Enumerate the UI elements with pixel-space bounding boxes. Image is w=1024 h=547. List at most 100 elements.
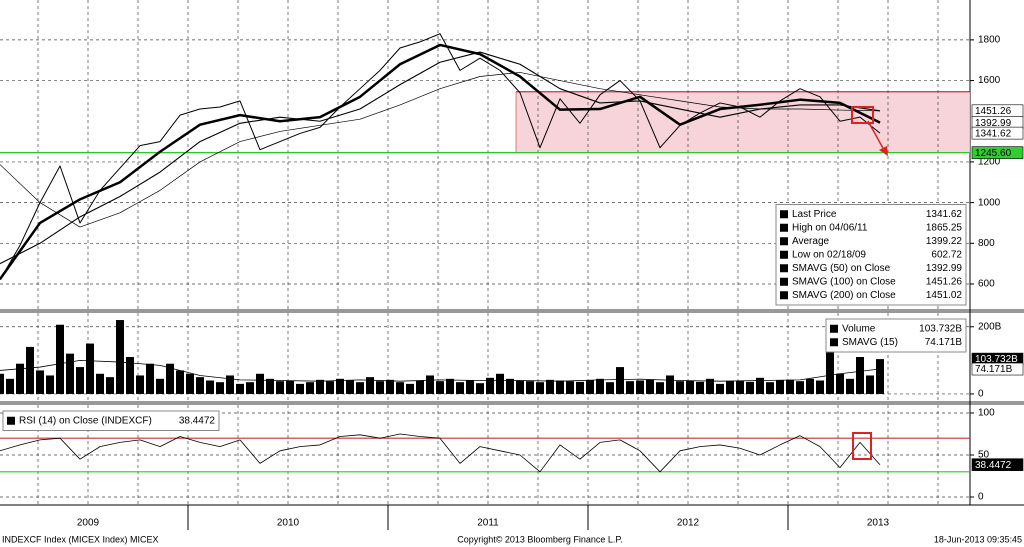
volume-bar — [596, 378, 604, 394]
volume-bar — [856, 357, 864, 394]
volume-bar — [316, 379, 324, 394]
volume-bar — [236, 383, 244, 394]
volume-bar — [166, 363, 174, 394]
volume-bar — [326, 381, 334, 394]
volume-bar — [126, 357, 134, 394]
legend-marker — [780, 210, 788, 219]
volume-bar — [396, 382, 404, 394]
y-tick-label: 1800 — [978, 35, 1001, 46]
y-tick-label: 1200 — [978, 157, 1001, 168]
legend-value: 1451.02 — [926, 290, 963, 301]
volume-bar — [686, 380, 694, 394]
volume-bar — [436, 381, 444, 394]
volume-bar — [106, 377, 114, 394]
volume-bar — [606, 382, 614, 394]
legend-box — [825, 318, 967, 353]
legend-marker — [780, 264, 788, 273]
legend-value: 103.732B — [919, 323, 962, 334]
y-tick-label: 100 — [978, 408, 995, 419]
volume-bar — [456, 382, 464, 394]
volume-bar — [866, 375, 874, 394]
legend-box — [775, 204, 967, 306]
volume-bar — [636, 380, 644, 394]
y-tick-label: 0 — [978, 389, 984, 400]
volume-bar — [746, 381, 754, 394]
volume-bar — [646, 379, 654, 394]
volume-bar — [246, 382, 254, 394]
legend-value: 1392.99 — [926, 263, 963, 274]
legend-marker — [780, 291, 788, 300]
panel-separator — [0, 401, 1024, 405]
axis-tag-label: 1341.62 — [975, 128, 1012, 139]
legend-label: RSI (14) on Close (INDEXCF) — [19, 415, 152, 426]
volume-bar — [366, 377, 374, 394]
volume-bar — [426, 375, 434, 394]
volume-bar — [216, 382, 224, 394]
volume-bar — [286, 380, 294, 394]
axis-tag — [971, 362, 1024, 376]
volume-bar — [556, 380, 564, 394]
volume-bar — [586, 380, 594, 394]
legend-marker — [830, 324, 838, 333]
volume-bar — [136, 375, 144, 394]
legend-value: 1451.26 — [926, 276, 963, 287]
y-tick-label: 600 — [978, 279, 995, 290]
volume-bar — [466, 380, 474, 394]
legend-label: Last Price — [792, 209, 837, 220]
legend-value: 1399.22 — [926, 236, 963, 247]
volume-bar — [816, 380, 824, 394]
y-tick-label: 1000 — [978, 197, 1001, 208]
volume-bar — [696, 381, 704, 394]
legend-marker — [780, 237, 788, 246]
x-tick-label: 2012 — [677, 518, 700, 529]
legend-label: Low on 02/18/09 — [792, 249, 866, 260]
volume-bar — [196, 377, 204, 394]
y-tick-label: 800 — [978, 238, 995, 249]
annotation-arrowhead — [879, 146, 888, 156]
footer-center: Copyright© 2013 Bloomberg Finance L.P. — [457, 534, 623, 544]
volume-bar — [256, 373, 264, 394]
legend-marker — [830, 338, 838, 347]
volume-bar — [156, 378, 164, 394]
volume-bar — [616, 367, 624, 394]
volume-bar — [506, 378, 514, 394]
legend-marker — [780, 223, 788, 232]
annotation-box — [852, 432, 872, 460]
legend-value: 1865.25 — [926, 222, 963, 233]
volume-bar — [176, 370, 184, 394]
volume-bar — [526, 381, 534, 394]
volume-bar — [306, 382, 314, 394]
volume-bar — [656, 382, 664, 394]
y-tick-label: 1600 — [978, 75, 1001, 86]
volume-bar — [26, 346, 34, 394]
volume-bar — [66, 353, 74, 394]
volume-bar — [536, 382, 544, 394]
volume-bar — [386, 379, 394, 394]
range-box — [516, 91, 970, 153]
axis-tag-label: 1451.26 — [975, 106, 1012, 117]
legend-box — [2, 410, 220, 431]
volume-bar — [566, 381, 574, 394]
legend-label: SMAVG (50) on Close — [792, 263, 891, 274]
plot-layer: 60080010001200160018001451.261392.991341… — [0, 0, 1024, 530]
y-tick-label: 50 — [978, 450, 990, 461]
volume-bar — [726, 381, 734, 394]
legend-label: SMAVG (15) — [842, 337, 898, 348]
volume-bar — [826, 343, 834, 394]
series-line — [0, 433, 881, 473]
footer-left: INDEXCF Index (MICEX Index) MICEX — [2, 534, 159, 544]
legend-label: High on 04/06/11 — [792, 222, 868, 233]
volume-bar — [736, 380, 744, 394]
series-line — [0, 72, 881, 228]
volume-bar — [116, 320, 124, 394]
volume-bar — [546, 379, 554, 394]
volume-bar — [716, 383, 724, 394]
annotation-box — [851, 106, 874, 124]
volume-bar — [16, 363, 24, 394]
volume-bar — [876, 359, 884, 394]
axis-tag — [971, 458, 1024, 472]
x-tick-label: 2011 — [477, 518, 499, 529]
annotation-arrow — [867, 120, 885, 151]
volume-bar — [296, 383, 304, 394]
